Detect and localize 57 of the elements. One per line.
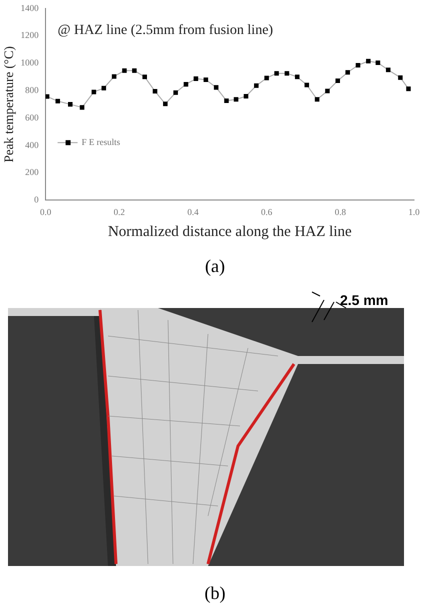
- point: [142, 74, 147, 80]
- point: [386, 68, 390, 72]
- point: [204, 78, 208, 82]
- point: [152, 89, 158, 94]
- point: [398, 75, 403, 80]
- point: [194, 76, 198, 81]
- point: [345, 70, 350, 75]
- point: [284, 71, 290, 76]
- x-tick-label: 0.8: [334, 206, 346, 217]
- point: [244, 94, 248, 98]
- y-tick-label: 1000: [20, 58, 40, 68]
- point: [46, 94, 50, 99]
- y-axis-title: Peak temperature (°C): [1, 46, 16, 162]
- point: [314, 97, 320, 102]
- y-tick-label: 800: [25, 84, 40, 95]
- point: [356, 62, 360, 68]
- point: [132, 68, 137, 73]
- point: [264, 76, 269, 80]
- point: [335, 78, 340, 84]
- y-tick-label: 0: [34, 194, 40, 205]
- point: [92, 90, 96, 94]
- y-tick-label: 600: [25, 112, 40, 122]
- point: [406, 86, 411, 92]
- text: 2.5 mm: [340, 292, 388, 308]
- x-tick-label: 0.4: [187, 206, 200, 217]
- y-tick-label: 1400: [20, 2, 40, 13]
- point: [234, 97, 238, 102]
- x-tick-label: 0.2: [114, 206, 125, 217]
- point: [254, 83, 259, 88]
- point: [214, 85, 218, 90]
- point: [68, 102, 73, 107]
- y-tick-label: 200: [25, 167, 40, 178]
- point: [112, 74, 116, 79]
- annotation: @ HAZ line (2.5mm from fusion line): [58, 23, 274, 38]
- point: [366, 58, 371, 64]
- y-tick-label: 1200: [20, 30, 40, 40]
- legend-label: F E results: [82, 137, 121, 148]
- y-tick-label: 400: [25, 140, 40, 150]
- point: [163, 102, 168, 106]
- point: [224, 98, 229, 104]
- x-tick-label: 1.0: [408, 206, 420, 217]
- x-axis-title: Normalized distance along the HAZ line: [108, 224, 352, 240]
- point: [80, 105, 84, 110]
- text: (a): [204, 256, 226, 277]
- point: [304, 82, 310, 88]
- point: [173, 90, 178, 95]
- point: [122, 68, 127, 73]
- x-tick-label: 0.6: [261, 206, 273, 217]
- point: [294, 74, 300, 80]
- point: [184, 82, 188, 87]
- text: (b): [204, 583, 226, 604]
- point: [102, 86, 106, 90]
- point: [55, 98, 60, 104]
- x-tick-label: 0.0: [40, 206, 52, 217]
- point: [274, 71, 279, 76]
- point: [376, 60, 380, 66]
- point: [325, 88, 330, 94]
